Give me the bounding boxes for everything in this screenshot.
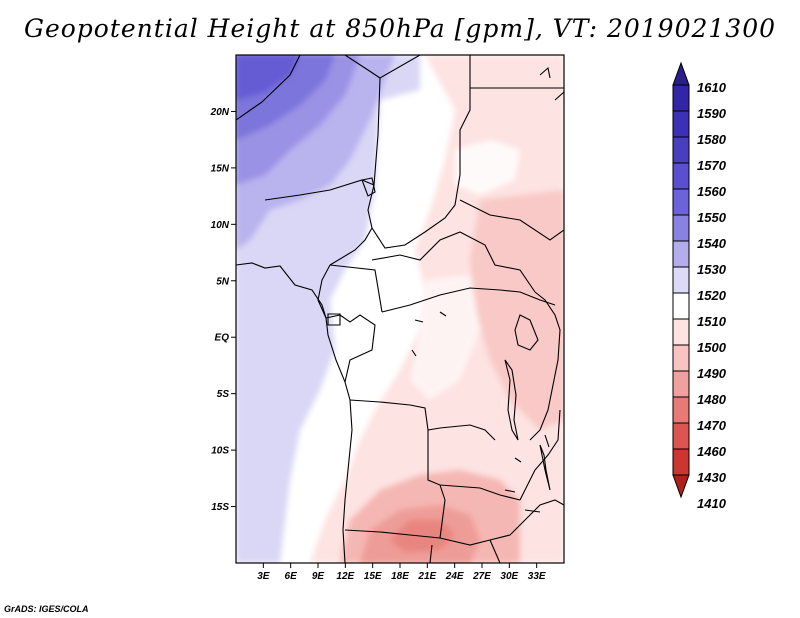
border-zimbabwe — [489, 499, 564, 541]
legend-label: 1490 — [697, 366, 727, 381]
legend-swatch — [672, 318, 690, 346]
lake-chad — [361, 177, 376, 197]
legend-label: 1520 — [697, 288, 727, 303]
contour-1510-patch — [410, 275, 480, 400]
border-car — [371, 231, 536, 293]
legend-label: 1550 — [697, 210, 727, 225]
border-chad — [367, 55, 471, 249]
lat-tick-label: 10S — [211, 446, 229, 457]
red-sea-coast — [539, 66, 564, 101]
legend-swatch — [672, 110, 690, 138]
legend-swatch — [672, 344, 690, 372]
border-congo-gabon — [325, 314, 376, 383]
lon-tick-label: 27E — [472, 571, 491, 582]
legend-label: 1460 — [697, 444, 727, 459]
lon-tick-label: 21E — [417, 571, 436, 582]
equatorial-guinea — [327, 313, 341, 326]
legend-swatch — [672, 136, 690, 164]
legend-label: 1410 — [697, 496, 727, 511]
border-botswana — [429, 539, 501, 563]
legend-label: 1500 — [697, 340, 727, 355]
border-sudan-southsudan — [459, 199, 564, 241]
legend-label: 1480 — [697, 392, 727, 407]
legend-label: 1580 — [697, 132, 727, 147]
border-niger-nigeria — [264, 179, 375, 201]
legend-swatch — [672, 84, 690, 112]
latitude-axis: 20N 15N 10N 5N EQ 5S 10S 15S — [210, 107, 236, 513]
lat-tick-label: 5N — [216, 276, 230, 287]
legend-label: 1570 — [697, 158, 727, 173]
lon-tick-label: 9E — [312, 571, 325, 582]
border-namibia — [344, 529, 491, 546]
legend-label: 1610 — [697, 80, 727, 95]
legend-bottom-arrow — [672, 474, 690, 499]
border-east-africa — [529, 291, 561, 441]
contour-field — [236, 55, 564, 563]
legend-label: 1590 — [697, 106, 727, 121]
grads-credit: GrADS: IGES/COLA — [4, 604, 89, 614]
legend-swatch — [672, 162, 690, 190]
lake-tanganyika — [504, 359, 519, 441]
legend-label: 1510 — [697, 314, 727, 329]
legend-swatch — [672, 240, 690, 268]
lat-tick-label: 10N — [211, 220, 230, 231]
legend-swatch — [672, 370, 690, 398]
lon-tick-label: 30E — [500, 571, 518, 582]
legend-swatch — [672, 396, 690, 424]
legend-label: 1530 — [697, 262, 727, 277]
chart-title: Geopotential Height at 850hPa [gpm], VT:… — [23, 14, 777, 43]
lon-tick-label: 12E — [336, 571, 354, 582]
border-cameroon — [317, 227, 383, 319]
legend-swatch — [672, 266, 690, 294]
lake-fragments — [411, 311, 550, 513]
lat-tick-label: 20N — [210, 107, 230, 118]
colorbar-legend: 1610 1590 1580 1570 1560 1550 1540 1530 1520 1510… — [672, 61, 727, 511]
legend-swatch — [672, 214, 690, 242]
contour-1560-northwest — [236, 55, 300, 100]
coastline-west-africa — [236, 262, 353, 563]
border-angola-zambia — [427, 430, 521, 539]
legend-swatch — [672, 188, 690, 216]
lon-tick-label: 18E — [391, 571, 409, 582]
border-drc-north — [381, 287, 556, 313]
contour-1490-east — [470, 190, 564, 430]
legend-label: 1540 — [697, 236, 727, 251]
legend-top-arrow — [672, 61, 690, 86]
legend-label: 1430 — [697, 470, 727, 485]
lon-tick-label: 6E — [285, 571, 298, 582]
legend-label: 1470 — [697, 418, 727, 433]
lon-tick-label: 3E — [257, 571, 270, 582]
contour-1510-patch — [455, 140, 520, 195]
lon-tick-label: 24E — [445, 571, 464, 582]
legend-swatch — [672, 292, 690, 320]
legend-swatch — [672, 448, 690, 476]
lon-tick-label: 33E — [528, 571, 546, 582]
longitude-axis: 3E 6E 9E 12E 15E 18E 21E 24E 27E 30E 33E — [257, 563, 546, 582]
lon-tick-label: 15E — [364, 571, 382, 582]
border-mauritania-mali — [236, 55, 301, 121]
country-borders — [236, 55, 564, 563]
lake-victoria — [514, 314, 539, 351]
lat-tick-label: 15N — [211, 163, 230, 174]
lat-tick-label: 15S — [211, 502, 229, 513]
border-mozambique — [519, 409, 561, 501]
border-niger-algeria — [344, 55, 381, 79]
legend-swatch — [672, 422, 690, 450]
lat-tick-label: EQ — [215, 333, 230, 344]
lake-malawi — [539, 444, 551, 491]
lat-tick-label: 5S — [217, 389, 230, 400]
legend-label: 1560 — [697, 184, 727, 199]
